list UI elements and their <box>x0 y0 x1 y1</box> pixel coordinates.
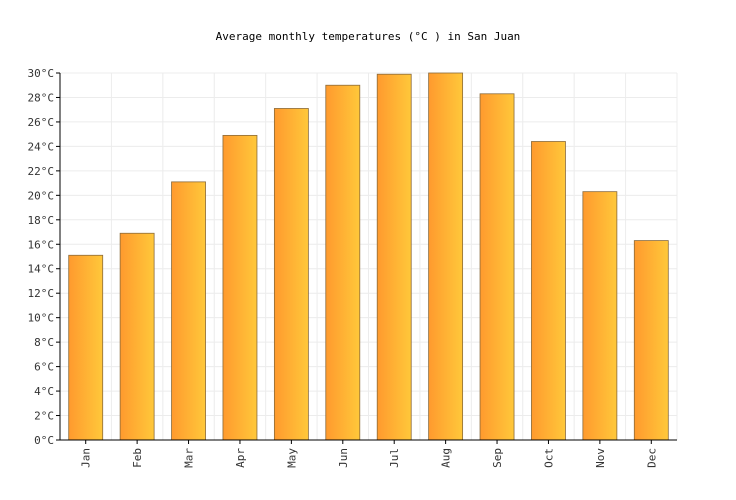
x-tick-label: Jun <box>337 448 350 468</box>
bar-feb <box>119 232 155 441</box>
bar-mar <box>171 181 206 441</box>
x-tick-label: Sep <box>491 448 504 468</box>
x-tick-label: Aug <box>440 448 453 468</box>
y-tick-label: 12°C <box>28 287 55 300</box>
x-tick-labels: Jan Feb Mar Apr May Jun Jul Aug Sep Oct Nov Dec <box>80 448 659 468</box>
bar-aug <box>428 72 464 441</box>
bar-nov <box>582 191 618 441</box>
x-tick-label: May <box>285 448 298 468</box>
y-tick-label: 18°C <box>28 214 55 227</box>
x-tick-label: Oct <box>542 448 555 468</box>
chart-title: Average monthly temperatures (°C ) in Sa… <box>215 30 521 43</box>
y-tick-label: 6°C <box>34 361 54 374</box>
y-tick-label: 28°C <box>28 91 55 104</box>
bar-may <box>273 108 309 441</box>
y-tick-label: 24°C <box>28 140 55 153</box>
bar-apr <box>222 134 258 441</box>
bars <box>68 72 669 441</box>
bar-sep <box>479 93 515 441</box>
y-tick-label: 14°C <box>28 263 55 276</box>
bar-oct <box>531 141 566 441</box>
bar-dec <box>633 240 669 441</box>
y-tick-label: 16°C <box>28 238 55 251</box>
x-tick-label: Feb <box>131 448 144 468</box>
y-tick-label: 10°C <box>28 312 55 325</box>
x-tick-label: Jul <box>388 448 401 468</box>
y-tick-labels: 0°C 2°C 4°C 6°C 8°C 10°C 12°C 14°C 16°C 18°C 20°C 2… <box>28 67 55 447</box>
y-tick-label: 8°C <box>34 336 54 349</box>
y-tick-label: 20°C <box>28 189 55 202</box>
y-tick-label: 2°C <box>34 410 54 423</box>
bar-jun <box>325 84 361 441</box>
y-tick-label: 22°C <box>28 165 55 178</box>
x-tick-label: Dec <box>645 448 658 468</box>
x-tick-label: Apr <box>234 448 247 468</box>
x-tick-label: Mar <box>183 448 196 468</box>
y-tick-label: 30°C <box>28 67 55 80</box>
grid-lines <box>59 72 678 441</box>
bar-jul <box>376 73 412 441</box>
bar-jan <box>68 254 104 441</box>
x-tick-label: Jan <box>80 448 93 468</box>
y-tick-label: 0°C <box>34 434 54 447</box>
x-tick-label: Nov <box>594 448 607 468</box>
y-tick-label: 26°C <box>28 116 55 129</box>
y-tick-label: 4°C <box>34 385 54 398</box>
axes <box>56 72 677 444</box>
